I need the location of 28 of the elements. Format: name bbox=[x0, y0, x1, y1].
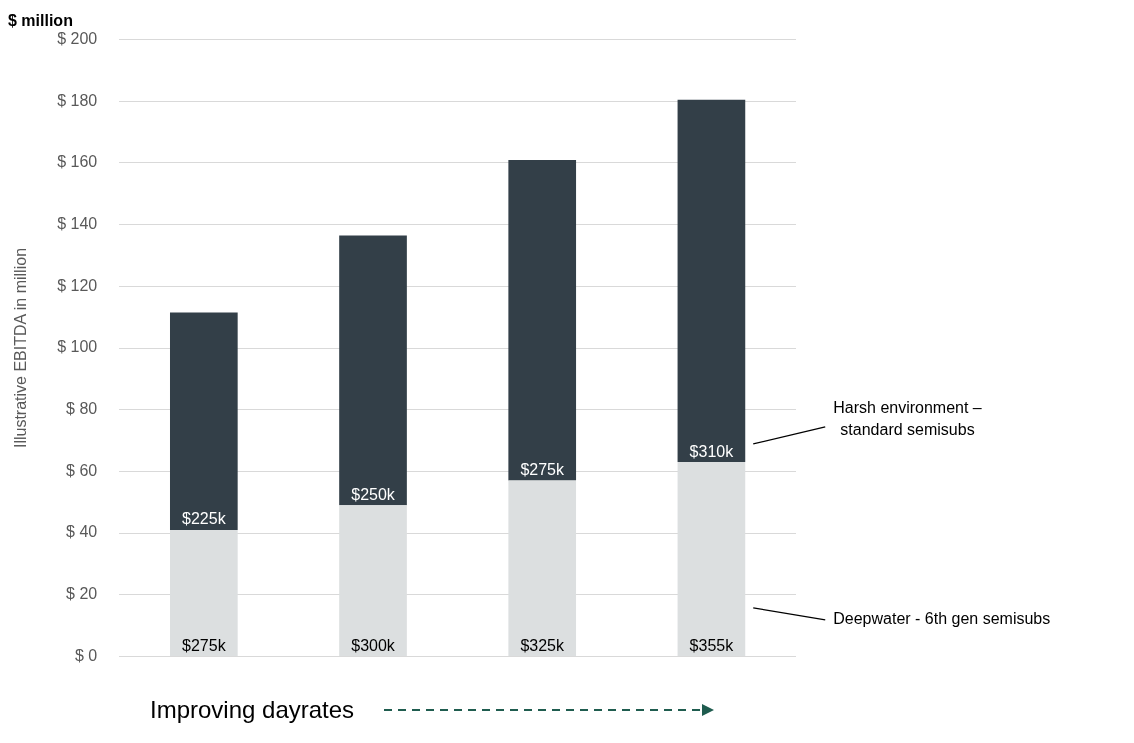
annotation: $300k bbox=[351, 636, 396, 654]
text: Deepwater - 6th gen semisubs bbox=[833, 610, 1051, 628]
bar bbox=[508, 159, 577, 481]
y-tick-label: $ 160 bbox=[57, 153, 98, 171]
annotation: $275k bbox=[520, 461, 566, 479]
annotation: $325k bbox=[520, 636, 566, 654]
y-axis-title: Illustrative EBITDA in million bbox=[12, 247, 30, 449]
annotation: $355k bbox=[689, 636, 735, 654]
bar bbox=[677, 99, 746, 463]
bar bbox=[170, 312, 238, 530]
y-tick-label: $ 180 bbox=[57, 91, 98, 109]
y-tick-label: $ 200 bbox=[57, 30, 98, 48]
y-tick-label: $ 0 bbox=[74, 646, 98, 664]
y-tick-label: $ 40 bbox=[66, 523, 98, 541]
bar bbox=[339, 235, 407, 506]
annotation: $250k bbox=[351, 485, 396, 503]
annotation: $310k bbox=[689, 442, 735, 460]
y-tick-label: $ 120 bbox=[57, 276, 98, 294]
chart-title: $ million bbox=[8, 12, 73, 30]
y-tick-label: $ 140 bbox=[57, 215, 98, 233]
text: Harsh environment – standard semisubs bbox=[833, 399, 982, 439]
y-tick-label: $ 20 bbox=[66, 585, 98, 603]
y-tick-label: $ 100 bbox=[57, 338, 98, 356]
annotation: $275k bbox=[182, 636, 227, 654]
x-axis-title: Improving dayrates bbox=[150, 696, 355, 724]
y-tick-label: $ 80 bbox=[66, 400, 98, 418]
annotation: $225k bbox=[182, 510, 227, 528]
y-tick-label: $ 60 bbox=[66, 461, 98, 479]
